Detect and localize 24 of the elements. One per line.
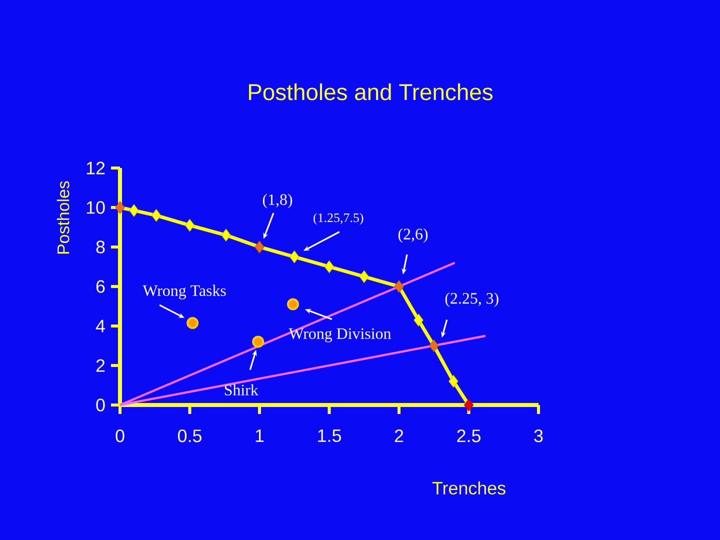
- annotation: (1.25,7.5): [314, 213, 364, 225]
- chart-title: Postholes and Trenches: [249, 83, 493, 100]
- y-axis-title: Postholes: [56, 181, 70, 254]
- y-tick-label: 8: [96, 240, 105, 254]
- annotation: Wrong Division: [288, 328, 391, 342]
- y-tick-label: 4: [96, 320, 105, 332]
- x-axis-title: Trenches: [432, 481, 506, 495]
- y-tick-label: 6: [96, 280, 105, 293]
- x-tick-label: 0: [116, 430, 124, 442]
- x-tick-label: 3: [534, 430, 543, 442]
- x-tick-label: 1.5: [318, 430, 341, 442]
- y-tick-label: 2: [96, 359, 105, 372]
- annotation: Shirk: [224, 384, 258, 396]
- x-tick-label: 2.5: [457, 430, 480, 442]
- x-tick-label: 2: [394, 430, 404, 442]
- y-tick-label: 12: [86, 162, 105, 174]
- annotation: (1,8): [262, 194, 292, 208]
- x-tick-label: 1: [256, 430, 264, 442]
- annotation: (2,6): [398, 228, 428, 243]
- y-tick-label: 0: [96, 398, 105, 412]
- annotation: (2.25, 3): [445, 292, 498, 307]
- x-tick-label: 0.5: [178, 430, 202, 442]
- y-tick-label: 10: [86, 201, 105, 214]
- annotation: Wrong Tasks: [142, 284, 226, 300]
